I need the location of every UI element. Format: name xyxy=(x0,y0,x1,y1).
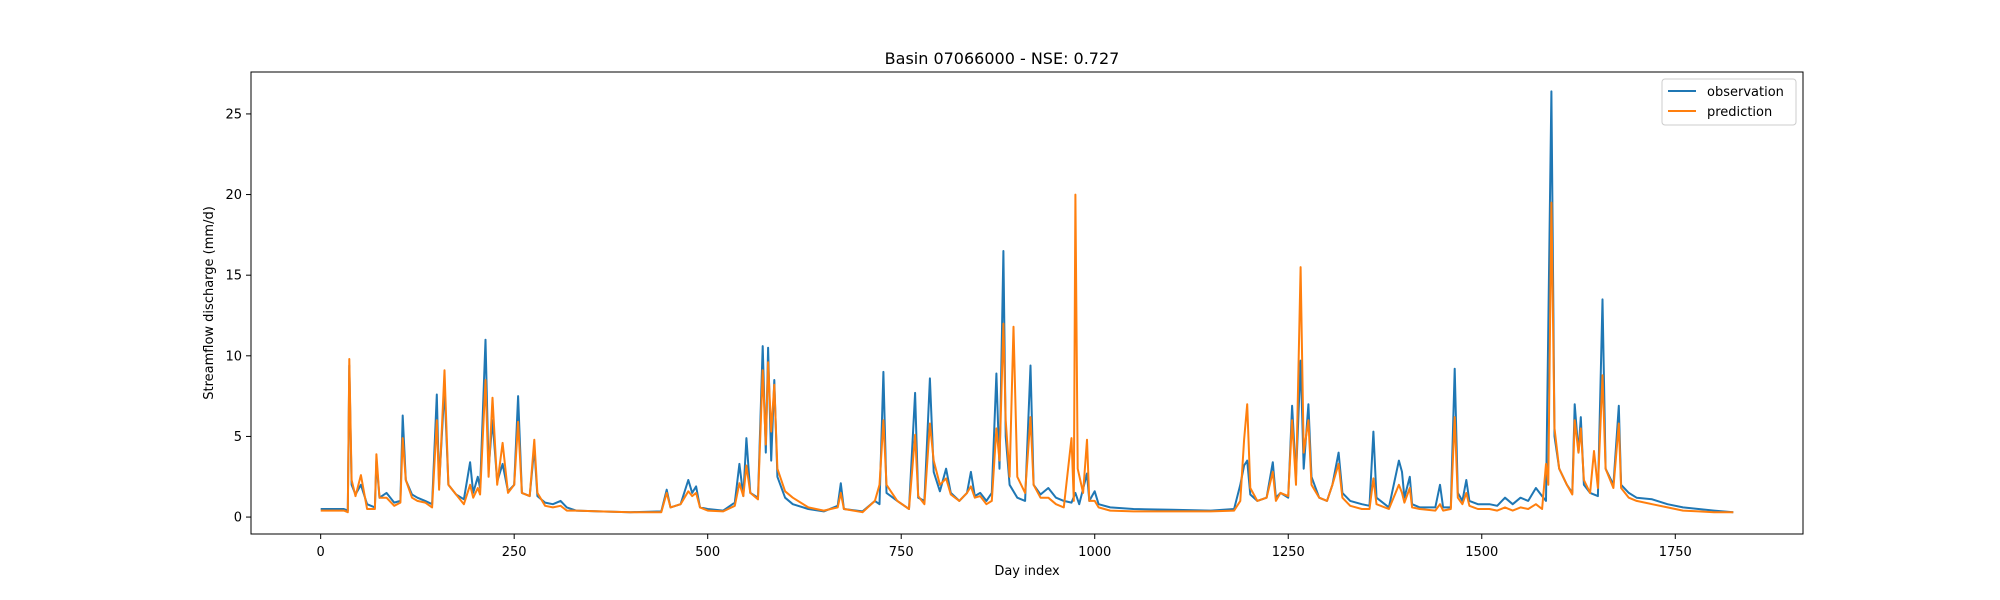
y-tick-label: 0 xyxy=(234,511,242,526)
x-tick-label: 1500 xyxy=(1465,545,1498,560)
x-tick-label: 0 xyxy=(317,545,325,560)
x-axis: 0 250 500 750 1000 1250 1500 1750 xyxy=(317,534,1692,560)
x-tick-label: 250 xyxy=(502,545,527,560)
y-tick-label: 20 xyxy=(225,188,242,203)
chart-title: Basin 07066000 - NSE: 0.727 xyxy=(885,49,1120,68)
x-axis-label: Day index xyxy=(994,564,1060,579)
legend-label-prediction: prediction xyxy=(1707,105,1772,120)
plot-frame xyxy=(250,71,1804,535)
y-tick-label: 10 xyxy=(225,349,242,364)
series-line-prediction xyxy=(320,193,1734,514)
legend: observation prediction xyxy=(1661,78,1797,126)
y-tick-label: 15 xyxy=(225,269,242,284)
x-tick-label: 500 xyxy=(695,545,720,560)
x-tick-label: 1000 xyxy=(1078,545,1111,560)
y-tick-label: 5 xyxy=(234,430,242,445)
x-tick-label: 1250 xyxy=(1272,545,1305,560)
x-tick-label: 750 xyxy=(889,545,914,560)
plot-area xyxy=(250,71,1804,535)
y-axis-label: Streamflow discharge (mm/d) xyxy=(202,206,217,400)
legend-label-observation: observation xyxy=(1707,85,1784,100)
x-tick-label: 1750 xyxy=(1659,545,1692,560)
y-tick-label: 25 xyxy=(225,107,242,122)
series-layer xyxy=(320,90,1734,514)
y-axis: 0 5 10 15 20 25 xyxy=(225,107,251,526)
